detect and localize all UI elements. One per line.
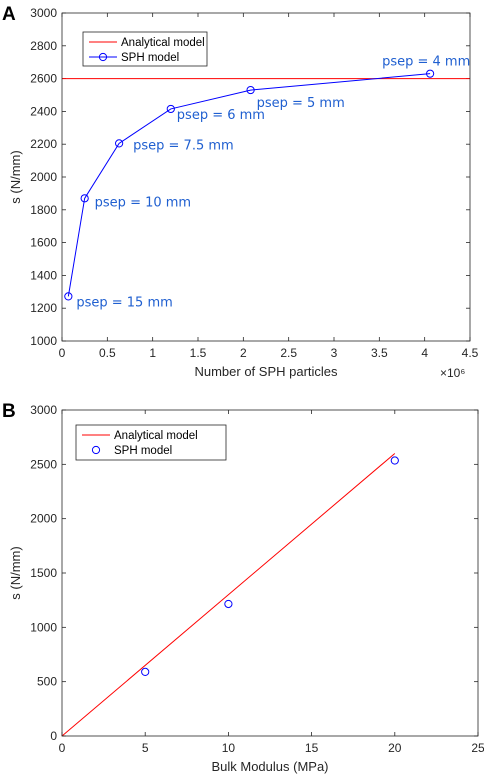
annotation-label: psep = 7.5 mm <box>133 138 234 153</box>
y-tick-label: 2000 <box>30 170 57 184</box>
legend-swatch-marker <box>98 52 108 62</box>
legend-entry-label: SPH model <box>121 52 179 64</box>
y-tick-label: 1500 <box>30 566 57 580</box>
series-sph-model-point <box>390 456 399 465</box>
y-tick-label: 3000 <box>30 6 57 20</box>
y-tick-label: 2200 <box>30 137 57 151</box>
y-tick-label: 1000 <box>30 620 57 634</box>
annotation-label: psep = 10 mm <box>95 195 191 210</box>
y-tick-label: 1800 <box>30 203 57 217</box>
legend-entry-label: Analytical model <box>114 430 198 442</box>
x-tick-label: 15 <box>305 741 319 755</box>
y-tick-label: 0 <box>50 729 57 743</box>
annotation-label: psep = 15 mm <box>76 295 172 310</box>
x-tick-label: 4 <box>421 346 428 360</box>
series-sph-model-point <box>64 292 73 301</box>
annotation-label: psep = 4 mm <box>382 55 470 70</box>
plot-area <box>62 410 478 736</box>
series-sph-model-point <box>246 85 255 95</box>
axes-box <box>61 409 479 737</box>
annotation-label: psep = 6 mm <box>177 108 265 123</box>
x-tick-label: 1.5 <box>190 346 207 360</box>
series-analytical-model-line <box>62 453 396 736</box>
x-tick-label: 1 <box>149 346 156 360</box>
x-tick-label: 10 <box>222 741 236 755</box>
y-tick-label: 2500 <box>30 457 57 471</box>
x-tick-label: 0 <box>59 346 66 360</box>
x-tick-label: 4.5 <box>462 346 479 360</box>
panel-label: B <box>2 401 16 422</box>
legend: Analytical model SPH model <box>75 424 227 461</box>
x-tick-label: 3.5 <box>371 346 388 360</box>
y-tick-label: 1000 <box>30 334 57 348</box>
y-tick-label: 1400 <box>30 268 57 282</box>
x-tick-label: 20 <box>388 741 402 755</box>
x-tick-label: 0.5 <box>99 346 116 360</box>
x-axis-multiplier: ×10⁶ <box>440 366 465 380</box>
series-sph-model-point <box>166 104 175 114</box>
series-sph-model-point <box>426 69 435 78</box>
chart-B: B 0 5 10 15 20 25 0 500 1000 1500 2000 2500 3000 Bulk … <box>2 401 484 774</box>
y-tick-label: 2400 <box>30 104 57 118</box>
x-tick-label: 5 <box>142 741 149 755</box>
legend-swatch-marker <box>91 445 101 455</box>
x-tick-label: 2 <box>240 346 247 360</box>
y-tick-label: 500 <box>37 675 57 689</box>
series-sph-model-point <box>141 667 150 676</box>
chart-A: A 0 0.5 1 1.5 2 2.5 3 3.5 4 4.5 1000 1200 1400 1600 180… <box>2 4 479 380</box>
y-tick-label: 2800 <box>30 39 57 53</box>
legend-box <box>75 424 227 461</box>
axes-box <box>61 12 471 342</box>
y-tick-label: 1200 <box>30 301 57 315</box>
panel-label: A <box>2 4 16 25</box>
x-tick-label: 3 <box>331 346 338 360</box>
y-tick-label: 2600 <box>30 72 57 86</box>
annotation-label: psep = 5 mm <box>257 96 345 111</box>
x-tick-label: 2.5 <box>280 346 297 360</box>
y-tick-label: 2000 <box>30 512 57 526</box>
x-tick-label: 0 <box>59 741 66 755</box>
data-layer <box>62 69 470 301</box>
series-sph-model-point <box>224 599 233 609</box>
x-axis-label: Bulk Modulus (MPa) <box>211 759 328 774</box>
plot-area <box>62 13 470 341</box>
y-tick-label: 3000 <box>30 403 57 417</box>
series-sph-model-point <box>80 194 89 203</box>
x-tick-label: 25 <box>471 741 484 755</box>
legend: Analytical model SPH model <box>82 31 208 67</box>
series-sph-model-point <box>115 139 124 148</box>
data-layer <box>62 453 399 736</box>
series-sph-model-line <box>67 73 431 297</box>
y-axis-label: s (N/mm) <box>8 546 23 599</box>
x-axis-label: Number of SPH particles <box>194 364 338 379</box>
legend-entry-label: SPH model <box>114 445 172 457</box>
y-axis-label: s (N/mm) <box>8 150 23 203</box>
legend-entry-label: Analytical model <box>121 37 205 49</box>
y-tick-label: 1600 <box>30 236 57 250</box>
